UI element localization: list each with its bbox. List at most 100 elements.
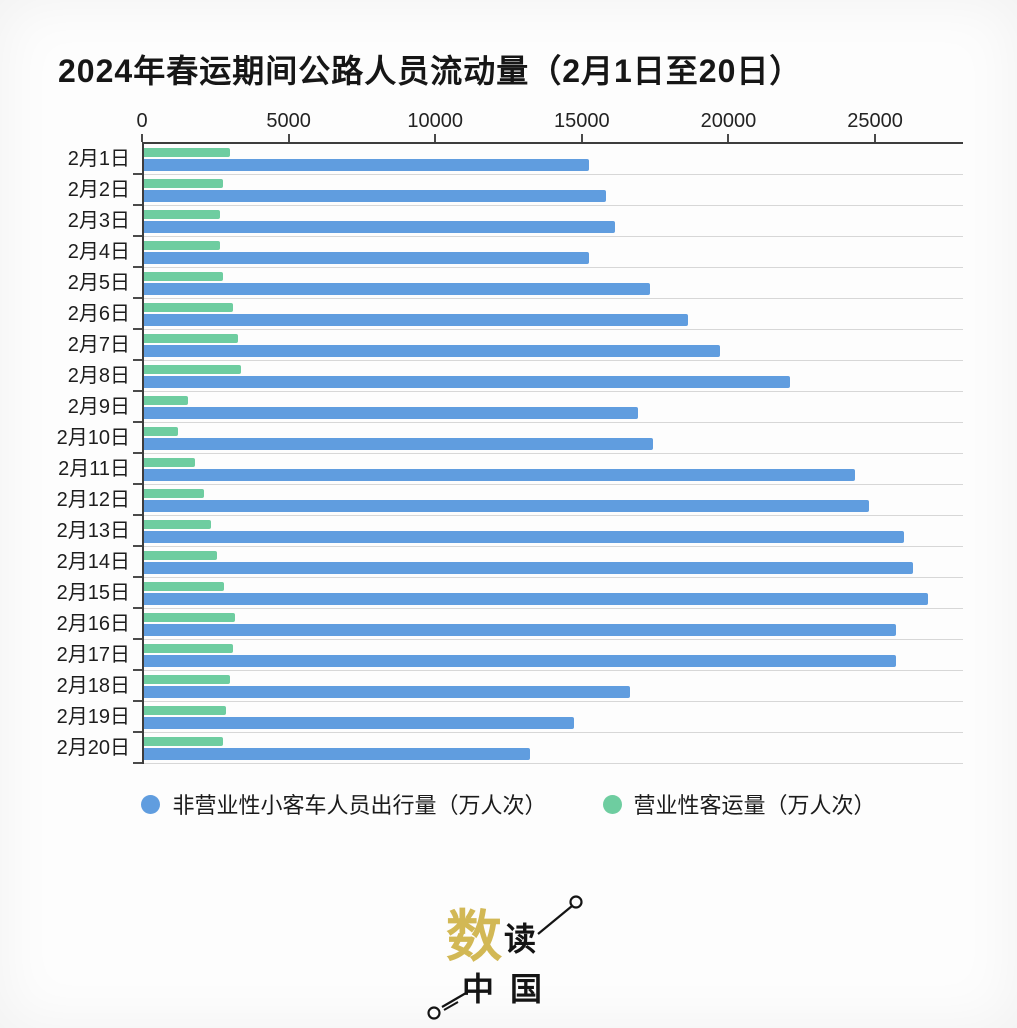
y-category-label: 2月2日 xyxy=(67,179,130,201)
y-category-label: 2月12日 xyxy=(56,489,130,511)
bar-commercial-passenger xyxy=(144,365,241,374)
y-category-label: 2月9日 xyxy=(67,396,130,418)
bar-commercial-passenger xyxy=(144,520,212,529)
y-tick-mark xyxy=(133,669,142,671)
y-tick-mark xyxy=(133,235,142,237)
x-tick-mark xyxy=(580,134,583,142)
y-tick-mark xyxy=(133,762,142,764)
y-category-label: 2月14日 xyxy=(56,551,130,573)
bar-commercial-passenger xyxy=(144,489,204,498)
y-category-label: 2月5日 xyxy=(67,272,130,294)
chart-row: 2月16日 xyxy=(57,609,963,640)
chart-row: 2月2日 xyxy=(68,175,963,206)
bar-commercial-passenger xyxy=(144,272,223,281)
y-tick-mark xyxy=(133,390,142,392)
bar-noncommercial-car xyxy=(144,748,531,760)
bar-noncommercial-car xyxy=(144,221,615,233)
chart-plot-area: 2月1日 2月2日 2月3日 2月4日 2月5日 2月6日 2月7日 2月8日 2月9日 2月10… xyxy=(57,142,963,764)
y-category-label: 2月3日 xyxy=(67,210,130,232)
y-tick-mark xyxy=(133,266,142,268)
bar-commercial-passenger xyxy=(144,241,221,250)
chart-row: 2月19日 xyxy=(57,702,963,733)
bar-noncommercial-car xyxy=(144,624,896,636)
legend-dot-icon xyxy=(602,794,622,814)
logo-pin-line-top xyxy=(536,905,573,935)
bar-commercial-passenger xyxy=(144,675,231,684)
x-tick-label: 25000 xyxy=(847,110,903,132)
legend-item: 非营业性小客车人员出行量（万人次） xyxy=(141,788,547,820)
y-category-label: 2月18日 xyxy=(56,675,130,697)
chart-row: 2月1日 xyxy=(68,144,963,175)
y-category-label: 2月19日 xyxy=(56,706,130,728)
bar-noncommercial-car xyxy=(144,283,651,295)
bar-commercial-passenger xyxy=(144,210,221,219)
legend-label: 非营业性小客车人员出行量（万人次） xyxy=(172,793,547,818)
chart-row: 2月12日 xyxy=(57,485,963,516)
bar-commercial-passenger xyxy=(144,706,226,715)
x-tick-mark xyxy=(874,134,877,142)
y-tick-mark xyxy=(133,731,142,733)
bar-noncommercial-car xyxy=(144,562,914,574)
bar-commercial-passenger xyxy=(144,179,223,188)
y-tick-mark xyxy=(133,514,142,516)
chart-row: 2月7日 xyxy=(68,330,963,361)
chart-title: 2024年春运期间公路人员流动量（2月1日至20日） xyxy=(58,53,803,89)
x-tick-label: 15000 xyxy=(554,110,610,132)
chart-row: 2月5日 xyxy=(68,268,963,299)
y-category-label: 2月6日 xyxy=(67,303,130,325)
bar-commercial-passenger xyxy=(144,334,238,343)
x-tick-mark xyxy=(141,134,143,142)
y-category-label: 2月7日 xyxy=(67,334,130,356)
y-tick-mark xyxy=(133,607,142,609)
bar-noncommercial-car xyxy=(144,469,855,481)
chart-row: 2月6日 xyxy=(68,299,963,330)
y-tick-mark xyxy=(133,545,142,547)
y-category-label: 2月13日 xyxy=(56,520,130,542)
bar-commercial-passenger xyxy=(144,644,234,653)
y-tick-mark xyxy=(133,328,142,330)
bar-noncommercial-car xyxy=(144,345,721,357)
bar-commercial-passenger xyxy=(144,427,178,436)
bar-noncommercial-car xyxy=(144,407,639,419)
y-tick-mark xyxy=(133,483,142,485)
bar-noncommercial-car xyxy=(144,686,630,698)
shuduzhongguo-watermark-logo: 数 读 中 国 xyxy=(414,890,604,1020)
logo-pin-circle-bottom xyxy=(426,1006,441,1020)
bar-noncommercial-car xyxy=(144,438,653,450)
chart-row: 2月4日 xyxy=(68,237,963,268)
y-category-label: 2月4日 xyxy=(67,241,130,263)
x-tick-label: 20000 xyxy=(700,110,757,132)
y-tick-mark xyxy=(133,421,142,423)
y-tick-mark xyxy=(133,452,142,454)
y-category-label: 2月15日 xyxy=(56,582,130,604)
y-tick-mark xyxy=(133,576,142,578)
bar-noncommercial-car xyxy=(144,593,928,605)
bar-noncommercial-car xyxy=(144,190,607,202)
y-tick-mark xyxy=(133,204,142,206)
y-category-label: 2月17日 xyxy=(56,644,130,666)
legend-label: 营业性客运量（万人次） xyxy=(633,793,876,818)
bar-noncommercial-car xyxy=(144,159,589,171)
chart-row: 2月18日 xyxy=(57,671,963,702)
logo-char-zhong: 中 xyxy=(462,971,494,1007)
logo-char-shu: 数 xyxy=(446,907,502,969)
x-tick-label: 5000 xyxy=(266,110,311,132)
bar-commercial-passenger xyxy=(144,303,234,312)
logo-pin-line-bottom xyxy=(440,992,467,1008)
bar-noncommercial-car xyxy=(144,314,689,326)
chart-row: 2月3日 xyxy=(68,206,963,237)
bar-noncommercial-car xyxy=(144,531,905,543)
bar-commercial-passenger xyxy=(144,582,225,591)
legend-dot-icon xyxy=(141,794,161,814)
x-axis: 0 5000 10000 15000 20000 25000 xyxy=(136,98,963,142)
bar-commercial-passenger xyxy=(144,148,231,157)
y-category-label: 2月1日 xyxy=(67,148,130,170)
y-tick-mark xyxy=(133,297,142,299)
y-category-label: 2月10日 xyxy=(56,427,130,449)
logo-pin-line-bottom2 xyxy=(443,1001,458,1011)
bar-commercial-passenger xyxy=(144,737,223,746)
y-tick-mark xyxy=(133,700,142,702)
chart-row: 2月8日 xyxy=(68,361,963,392)
chart-row: 2月14日 xyxy=(57,547,963,578)
bar-noncommercial-car xyxy=(144,376,791,388)
